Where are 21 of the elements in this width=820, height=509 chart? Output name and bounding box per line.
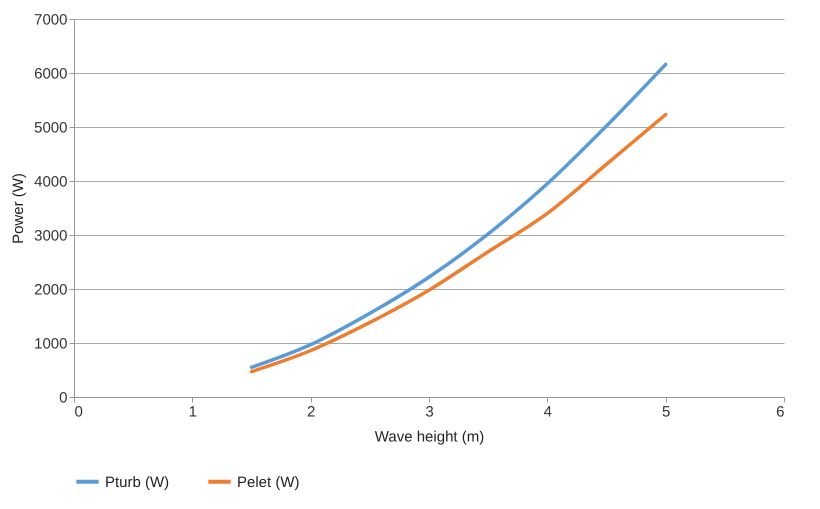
y-tick-label: 7000: [34, 12, 68, 28]
y-tick-label: 6000: [34, 66, 68, 82]
x-tick-label: 1: [188, 404, 198, 420]
x-tick-label: 4: [544, 404, 552, 420]
y-axis-title: Power (W): [10, 173, 28, 244]
y-tick-label: 1000: [34, 336, 68, 352]
legend-label: Pelet (W): [237, 474, 300, 491]
y-tick-label: 3000: [34, 228, 68, 244]
x-axis-title: Wave height (m): [374, 428, 484, 446]
x-tick-label: 3: [425, 404, 434, 420]
x-tick-label: 2: [306, 404, 316, 420]
x-tick-label: 5: [662, 404, 670, 420]
x-tick-label: 0: [74, 404, 83, 420]
y-tick-label: 2000: [34, 282, 68, 298]
line-series: [250, 62, 668, 370]
x-tick-label: 6: [776, 404, 784, 420]
y-tick-label: 0: [59, 390, 68, 406]
y-tick-label: 4000: [34, 174, 68, 190]
y-tick-label: 5000: [34, 120, 68, 136]
line-series: [250, 112, 668, 374]
legend-label: Pturb (W): [105, 474, 170, 491]
